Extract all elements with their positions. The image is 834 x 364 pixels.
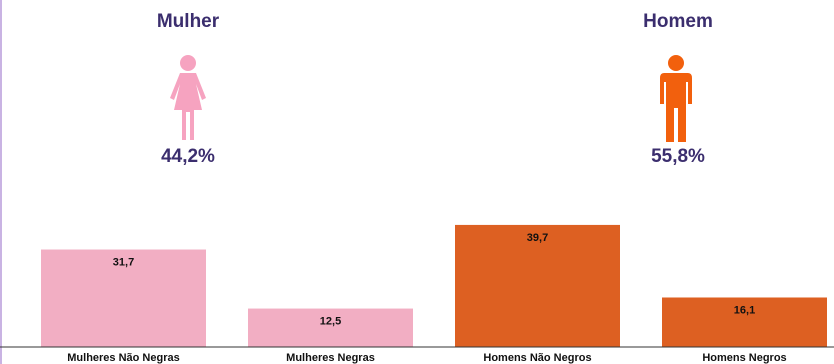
- bar-2: [455, 224, 620, 347]
- bar-0: [41, 249, 206, 347]
- bar-value-label-2: 39,7: [527, 232, 548, 244]
- category-label-1: Mulheres Negras: [286, 352, 375, 364]
- bar-1: [248, 308, 413, 347]
- left-accent-line: [0, 0, 2, 364]
- bar-value-label-0: 31,7: [113, 257, 134, 269]
- bar-value-label-1: 12,5: [320, 316, 341, 328]
- bar-value-label-3: 16,1: [734, 304, 755, 316]
- category-label-0: Mulheres Não Negras: [67, 352, 179, 364]
- bar-3: [662, 297, 827, 347]
- category-label-3: Homens Negros: [702, 352, 786, 364]
- category-label-2: Homens Não Negros: [483, 352, 591, 364]
- male-percent: 55,8%: [651, 146, 705, 167]
- female-title: Mulher: [156, 11, 220, 32]
- man-icon: [660, 55, 692, 142]
- woman-icon: [170, 55, 206, 140]
- female-percent: 44,2%: [161, 146, 215, 167]
- male-title: Homem: [643, 11, 713, 32]
